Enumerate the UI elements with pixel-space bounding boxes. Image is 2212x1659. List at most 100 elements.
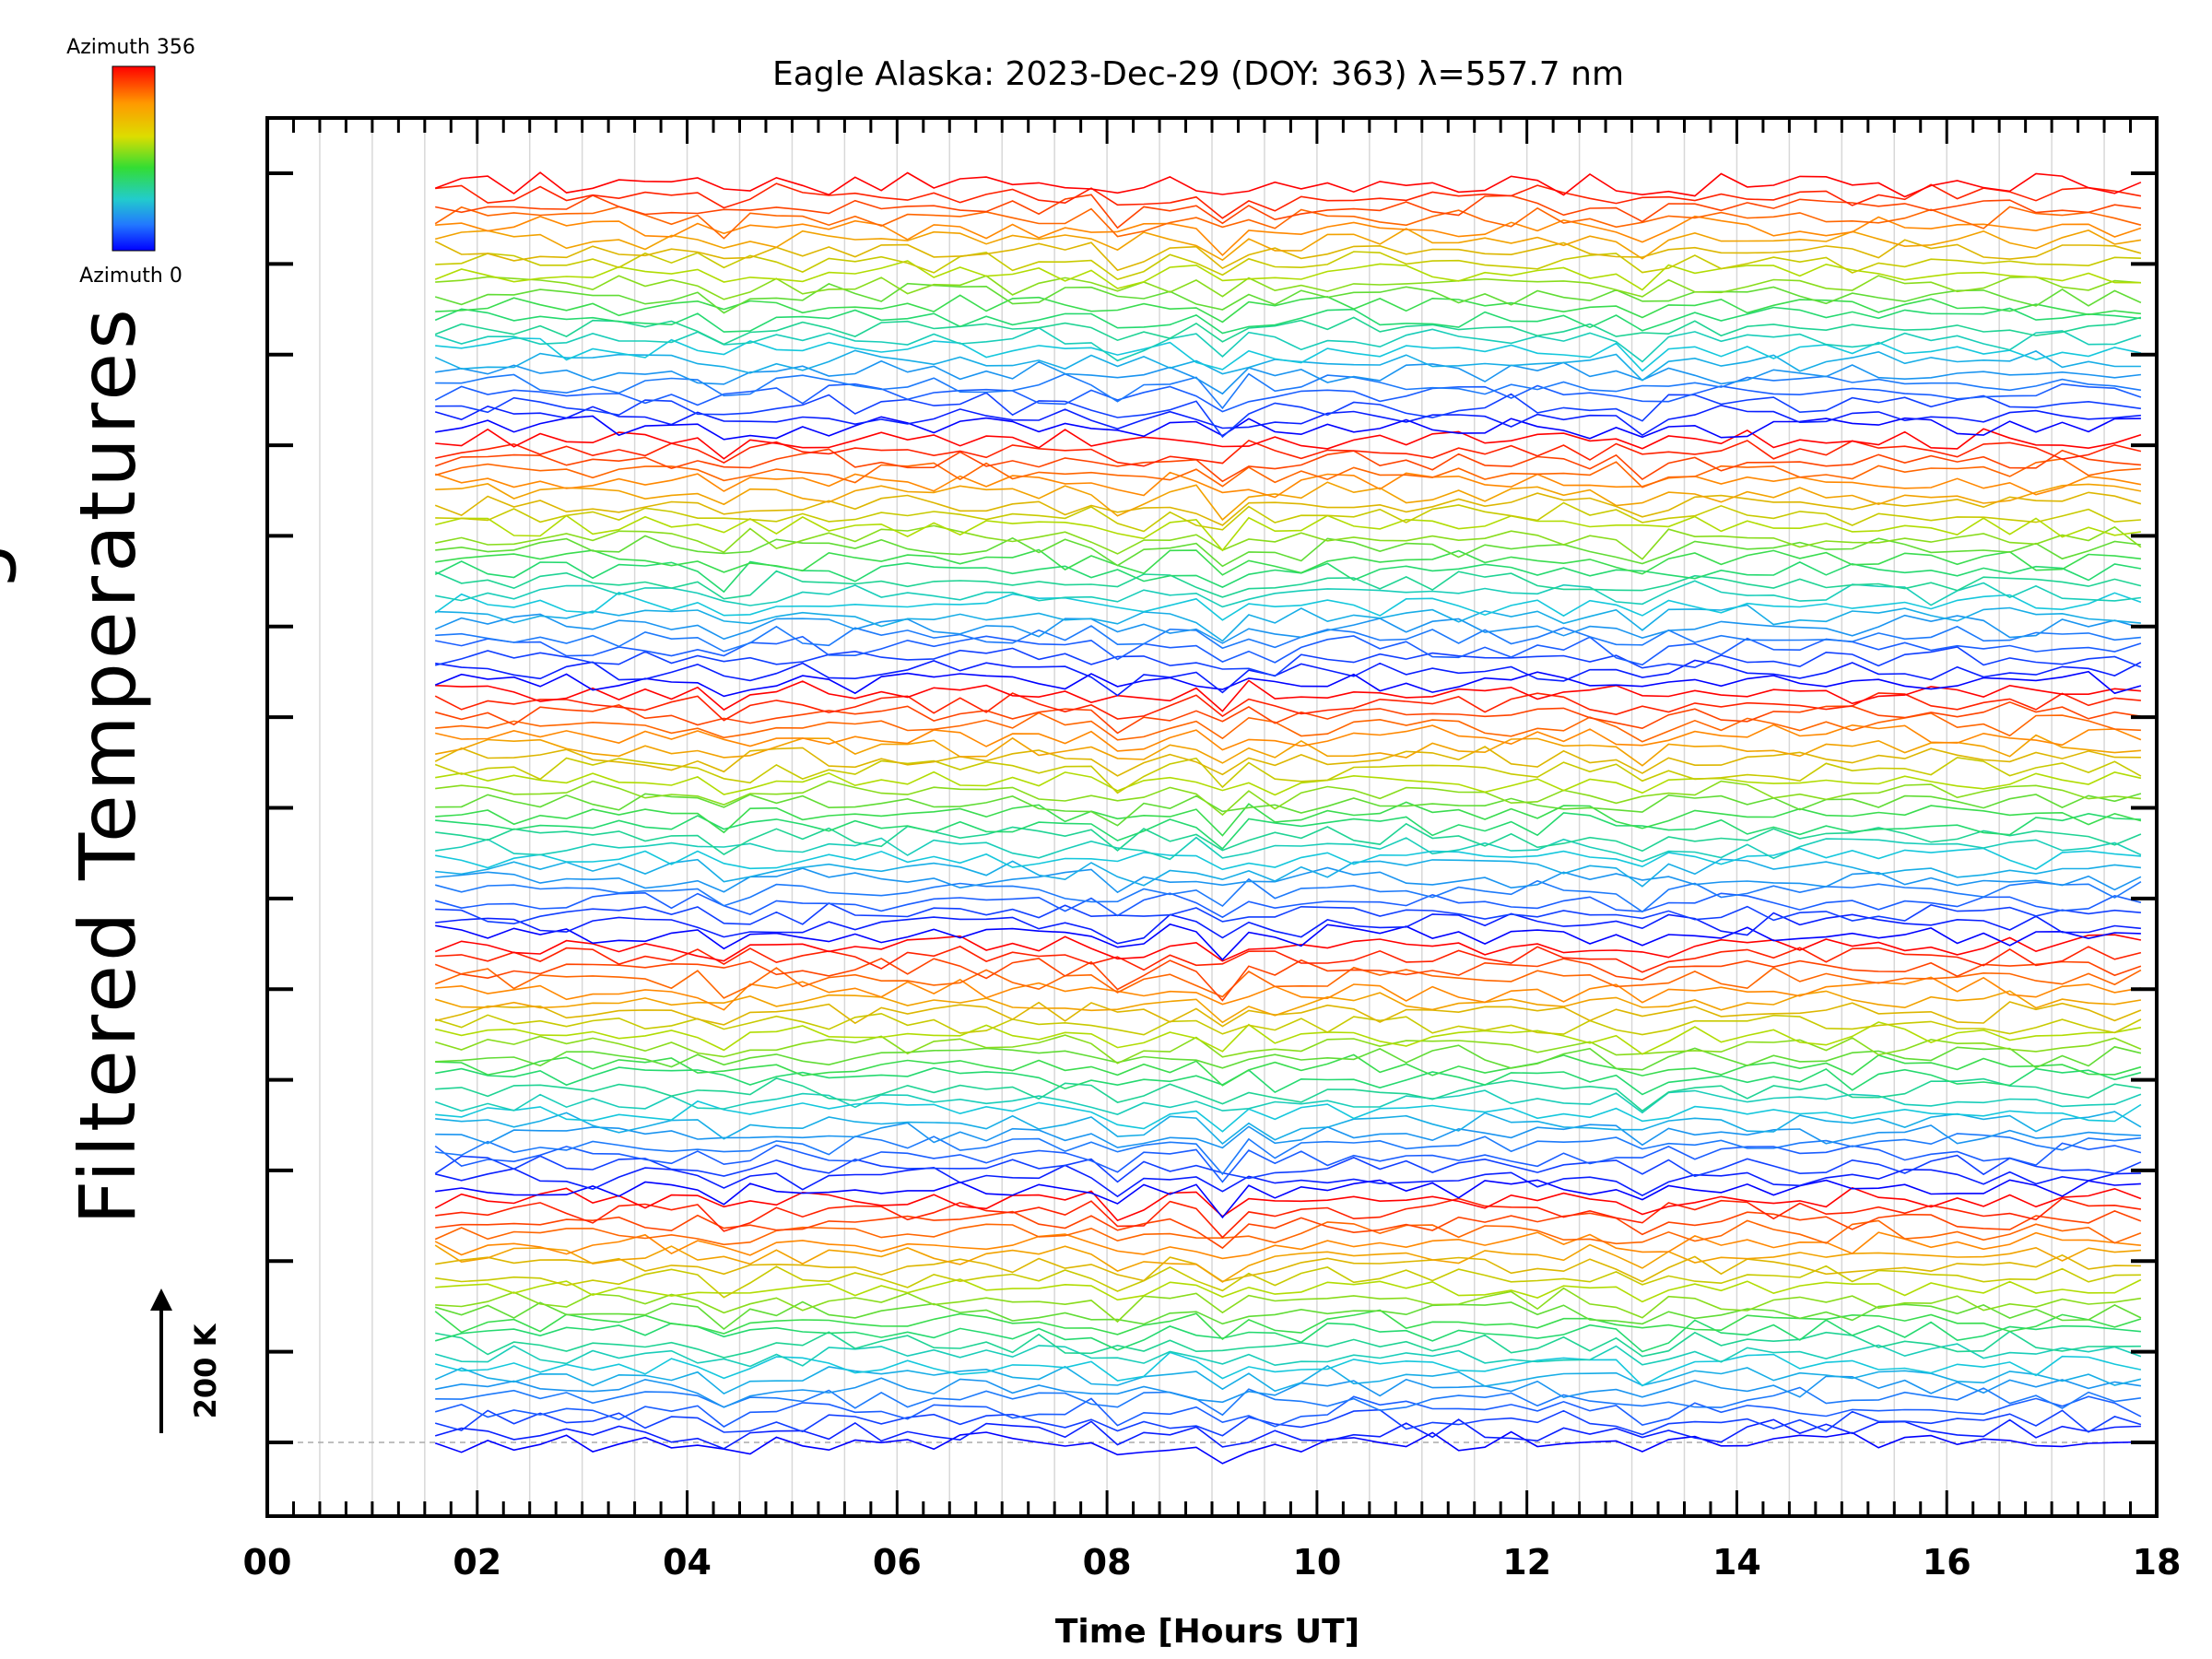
trace-line bbox=[435, 1111, 2142, 1146]
scale-arrow-head bbox=[150, 1288, 172, 1311]
trace-line bbox=[435, 1053, 2142, 1087]
trace-line bbox=[434, 491, 2142, 526]
y-axis-label: Filtered Temperatures bbox=[63, 305, 153, 1225]
x-axis-label: Time [Hours UT] bbox=[1055, 1613, 1359, 1651]
trace-line bbox=[435, 1066, 2142, 1096]
x-axis-ticks bbox=[265, 118, 2159, 1516]
trace-line bbox=[435, 1133, 2141, 1176]
trace-line bbox=[435, 771, 2142, 796]
trace-line bbox=[434, 1309, 2142, 1341]
trace-line bbox=[435, 659, 2142, 697]
trace-line bbox=[434, 239, 2142, 272]
trace-line bbox=[435, 946, 2142, 973]
trace-line bbox=[435, 847, 2141, 871]
trace-line bbox=[434, 670, 2142, 698]
trace-line bbox=[434, 1395, 2142, 1428]
trace-line bbox=[435, 734, 2141, 767]
x-tick-label: 18 bbox=[2133, 1542, 2182, 1583]
x-tick-label: 14 bbox=[1712, 1542, 1761, 1583]
trace-line bbox=[434, 1300, 2142, 1331]
trace-line bbox=[434, 1364, 2142, 1395]
trace-line bbox=[434, 1231, 2141, 1260]
temperature-traces bbox=[434, 171, 2142, 1465]
trace-line bbox=[434, 613, 2142, 644]
trace-line bbox=[434, 934, 2142, 962]
scale-arrow bbox=[150, 1288, 172, 1433]
trace-line bbox=[435, 194, 2142, 229]
trace-line bbox=[435, 780, 2141, 817]
trace-line bbox=[434, 570, 2142, 600]
trace-line bbox=[434, 349, 2141, 382]
trace-line bbox=[435, 812, 2141, 851]
y-axis-ticks bbox=[267, 171, 2157, 1444]
trace-line bbox=[435, 801, 2142, 837]
trace-line bbox=[434, 1418, 2141, 1450]
trace-line bbox=[434, 228, 2142, 262]
trace-line bbox=[435, 428, 2142, 460]
trace-line bbox=[435, 712, 2141, 743]
colorbar-bottom-label: Azimuth 0 bbox=[79, 265, 182, 288]
trace-line bbox=[435, 1253, 2141, 1283]
trace-line bbox=[435, 481, 2142, 522]
trace-line bbox=[435, 1375, 2142, 1408]
chart-title: Eagle Alaska: 2023-Dec-29 (DOY: 363) λ=5… bbox=[772, 55, 1624, 93]
trace-line bbox=[435, 182, 2142, 219]
x-tick-label: 06 bbox=[873, 1542, 922, 1583]
trace-line bbox=[434, 206, 2142, 240]
trace-line bbox=[435, 858, 2141, 888]
trace-line bbox=[435, 646, 2142, 677]
trace-line bbox=[434, 306, 2141, 335]
trace-line bbox=[435, 415, 2141, 441]
trace-line bbox=[435, 1210, 2142, 1250]
trace-line bbox=[434, 757, 2142, 794]
y-axis-label-partial: g bbox=[0, 542, 18, 591]
trace-line bbox=[434, 1034, 2142, 1065]
trace-line bbox=[435, 275, 2141, 300]
trace-line bbox=[435, 501, 2141, 533]
x-axis-tick-labels: 00 02 04 06 08 10 12 14 16 18 bbox=[243, 1542, 2182, 1583]
trace-line bbox=[435, 976, 2142, 1011]
trace-line bbox=[434, 171, 2142, 198]
trace-line bbox=[435, 912, 2141, 945]
trace-line bbox=[434, 692, 2141, 722]
trace-line bbox=[434, 990, 2142, 1024]
trace-line bbox=[434, 1154, 2142, 1183]
trace-line bbox=[434, 877, 2142, 913]
trace-line bbox=[435, 724, 2142, 752]
trace-line bbox=[434, 1351, 2142, 1387]
x-tick-label: 08 bbox=[1083, 1542, 1132, 1583]
trace-line bbox=[435, 359, 2141, 395]
trace-line bbox=[434, 746, 2141, 777]
trace-line bbox=[435, 1021, 2142, 1055]
trace-line bbox=[435, 535, 2141, 568]
trace-line bbox=[434, 1219, 2142, 1246]
trace-line bbox=[434, 282, 2142, 314]
trace-line bbox=[435, 392, 2142, 439]
trace-line bbox=[435, 1287, 2142, 1324]
trace-line bbox=[435, 679, 2141, 712]
x-tick-label: 04 bbox=[663, 1542, 712, 1583]
trace-line bbox=[434, 1142, 2142, 1183]
x-tick-label: 02 bbox=[453, 1542, 501, 1583]
trace-line bbox=[434, 1319, 2141, 1353]
trace-line bbox=[434, 448, 2141, 483]
trace-line bbox=[435, 1001, 2142, 1028]
trace-line bbox=[434, 404, 2141, 437]
trace-line bbox=[435, 1122, 2141, 1149]
trace-line bbox=[435, 514, 2142, 552]
trace-line bbox=[435, 836, 2142, 863]
trace-line bbox=[435, 1044, 2142, 1071]
trace-line bbox=[434, 958, 2142, 1002]
colorbar-top-label: Azimuth 356 bbox=[66, 36, 195, 59]
trace-line bbox=[435, 635, 2142, 666]
trace-line bbox=[435, 1265, 2141, 1299]
trace-line bbox=[434, 316, 2142, 346]
trace-line bbox=[434, 700, 2142, 735]
x-tick-label: 10 bbox=[1292, 1542, 1341, 1583]
trace-line bbox=[435, 1164, 2141, 1198]
trace-line bbox=[435, 372, 2142, 410]
trace-line bbox=[435, 548, 2141, 576]
trace-line bbox=[434, 1012, 2142, 1036]
trace-line bbox=[435, 793, 2142, 827]
